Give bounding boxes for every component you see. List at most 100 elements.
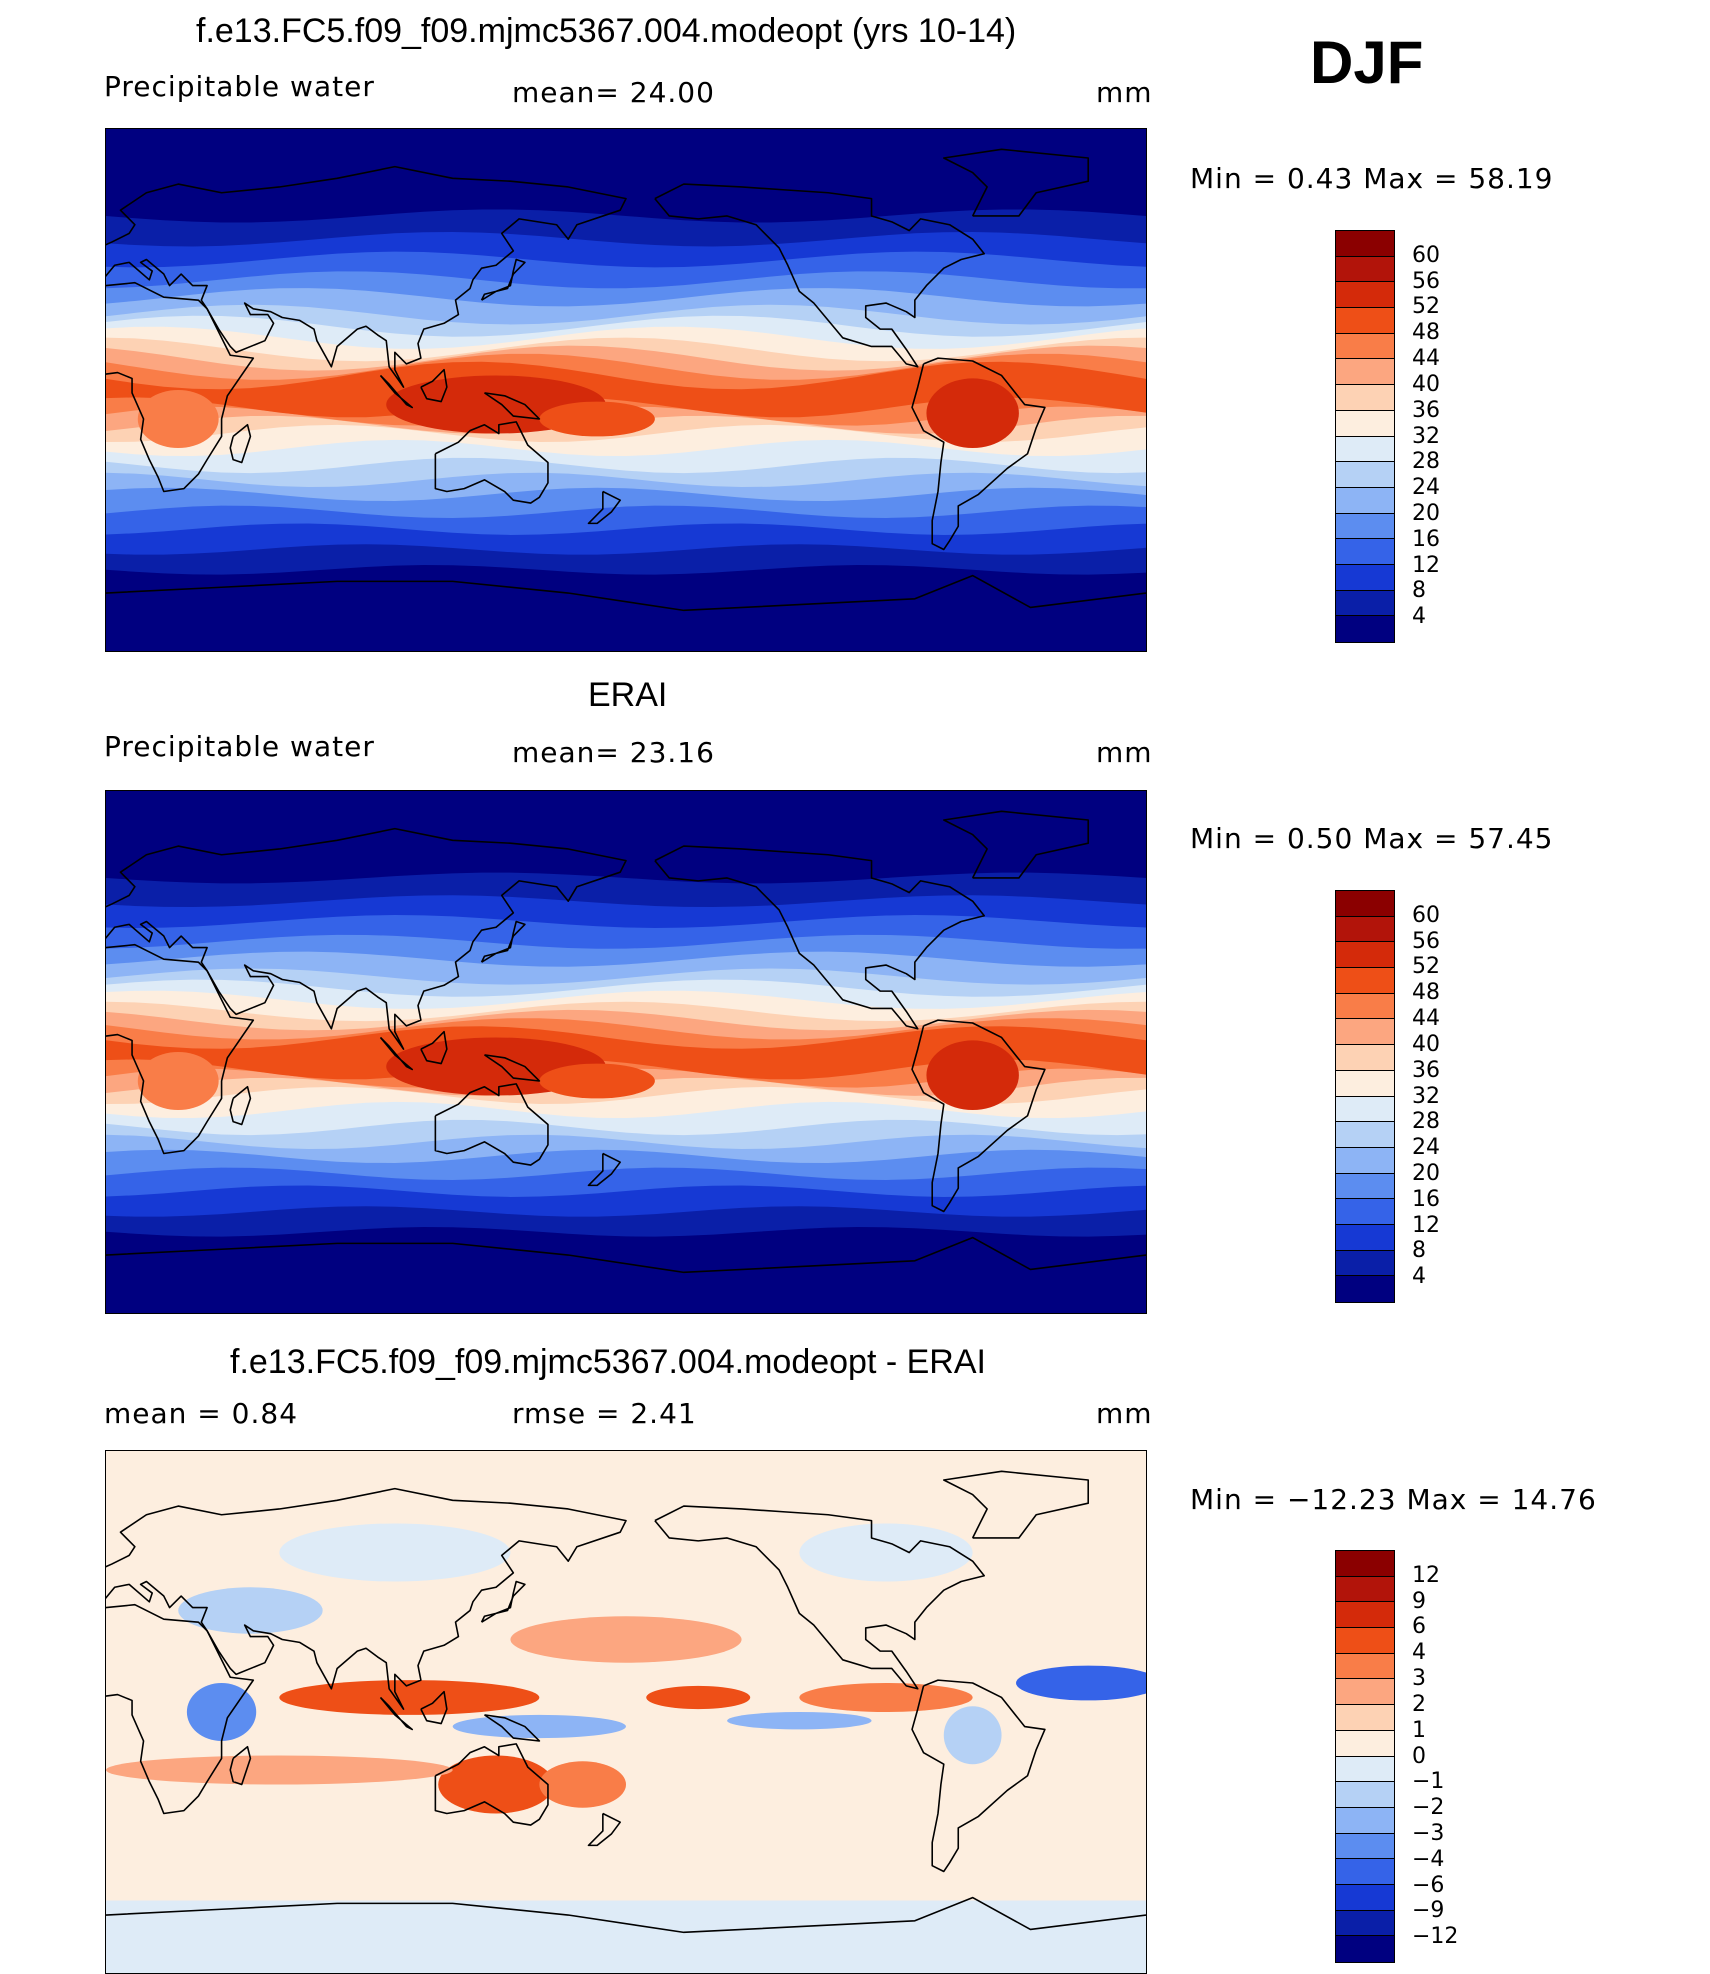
colorbar-tick-label: 36	[1412, 1057, 1440, 1083]
contour-blob	[178, 1587, 323, 1634]
panel-2-map	[105, 790, 1147, 1314]
colorbar-swatch	[1336, 1859, 1394, 1885]
colorbar-swatch	[1336, 256, 1394, 283]
colorbar-swatch	[1336, 916, 1394, 943]
panel-3-title: f.e13.FC5.f09_f09.mjmc5367.004.modeopt -…	[230, 1343, 986, 1381]
panel-2-mean-label: mean= 23.16	[512, 736, 715, 769]
colorbar-tick-label: 56	[1412, 928, 1440, 954]
colorbar-tick-label: 36	[1412, 397, 1440, 423]
colorbar-tick-label: 60	[1412, 902, 1440, 928]
contour-fill	[106, 1451, 1146, 1973]
colorbar-tick-label: 48	[1412, 320, 1440, 346]
contour-blob	[926, 378, 1019, 448]
panel-3-map	[105, 1450, 1147, 1974]
colorbar-tick-label: 40	[1412, 371, 1440, 397]
colorbar-swatch	[1336, 410, 1394, 437]
colorbar-swatch	[1336, 282, 1394, 309]
panel-1-units: mm	[1096, 76, 1153, 109]
colorbar-tick-label: 8	[1412, 578, 1426, 604]
contour-blob	[1016, 1665, 1146, 1701]
contour-fill	[106, 791, 1146, 1313]
colorbar-tick-label: 20	[1412, 1160, 1440, 1186]
colorbar-tick-label: 56	[1412, 268, 1440, 294]
contour-blob	[510, 1616, 742, 1663]
coastline	[484, 392, 541, 420]
colorbar-swatch	[1336, 1173, 1394, 1200]
panel-3-mean-label: mean = 0.84	[104, 1397, 299, 1430]
colorbar-swatch	[1336, 564, 1394, 591]
colorbar-tick-label: 20	[1412, 500, 1440, 526]
colorbar-tick-label: 32	[1412, 423, 1440, 449]
coastline	[420, 1690, 448, 1725]
coastline	[106, 943, 255, 1155]
contour-fill	[106, 129, 1146, 651]
panel-3-rmse-label: rmse = 2.41	[512, 1397, 697, 1430]
coastline	[106, 165, 627, 388]
colorbar-swatch	[1336, 1653, 1394, 1680]
coastlines	[106, 148, 1146, 612]
colorbar-tick-label: 6	[1412, 1614, 1426, 1640]
coastline	[434, 421, 549, 504]
contour-blob	[279, 1523, 511, 1582]
colorbar-tick-label: 60	[1412, 242, 1440, 268]
colorbar-swatch	[1336, 891, 1394, 917]
contour-blob	[539, 401, 655, 437]
colorbar-swatch	[1336, 359, 1394, 386]
coastline	[942, 1470, 1090, 1539]
colorbar-tick-label: 12	[1412, 1212, 1440, 1238]
colorbar-swatch	[1336, 1224, 1394, 1251]
colorbar-swatch	[1336, 539, 1394, 565]
colorbar-swatch	[1336, 1884, 1394, 1911]
colorbar-swatch	[1336, 1936, 1394, 1962]
colorbar-swatch	[1336, 308, 1394, 334]
colorbar-swatch	[1336, 1705, 1394, 1731]
contour-blob	[186, 1683, 257, 1741]
coastline	[480, 920, 526, 963]
coastline	[379, 374, 414, 409]
coastline	[379, 1036, 414, 1071]
coastline	[587, 490, 622, 525]
colorbar-tick-label: 4	[1412, 604, 1426, 630]
panel-1-minmax: Min = 0.43 Max = 58.19	[1190, 162, 1554, 195]
panel-1-title: f.e13.FC5.f09_f09.mjmc5367.004.modeopt (…	[196, 12, 1017, 50]
panel-1-map	[105, 128, 1147, 652]
colorbar-swatch	[1336, 1551, 1394, 1577]
panel-1-colorbar	[1335, 230, 1395, 643]
coastline	[420, 1030, 448, 1065]
contour-blob	[279, 1680, 540, 1715]
contour-blob	[943, 1706, 1002, 1765]
colorbar-swatch	[1336, 487, 1394, 514]
colorbar-swatch	[1336, 436, 1394, 463]
colorbar-tick-label: −3	[1412, 1820, 1445, 1846]
colorbar-swatch	[1336, 1122, 1394, 1148]
coastline	[379, 1696, 414, 1731]
colorbar-swatch	[1336, 1250, 1394, 1277]
colorbar-tick-label: 44	[1412, 1006, 1440, 1032]
contour-blob	[106, 1755, 453, 1785]
colorbar-tick-label: 32	[1412, 1083, 1440, 1109]
season-label: DJF	[1310, 29, 1424, 96]
contour-blob	[926, 1040, 1019, 1110]
colorbar-tick-label: 9	[1412, 1588, 1426, 1614]
colorbar-tick-label: −12	[1412, 1924, 1459, 1950]
coastlines	[106, 1470, 1146, 1934]
colorbar-swatch	[1336, 1679, 1394, 1706]
coastline	[484, 1714, 541, 1742]
coastline	[587, 1152, 622, 1187]
colorbar-swatch	[1336, 1019, 1394, 1046]
panel-3-minmax: Min = −12.23 Max = 14.76	[1190, 1483, 1597, 1516]
colorbar-swatch	[1336, 1096, 1394, 1123]
colorbar-tick-label: 3	[1412, 1666, 1426, 1692]
colorbar-swatch	[1336, 1807, 1394, 1834]
panel-3-map-svg	[106, 1451, 1146, 1973]
colorbar-swatch	[1336, 616, 1394, 642]
colorbar-tick-label: −6	[1412, 1872, 1445, 1898]
coastline	[480, 1580, 526, 1623]
coastline	[106, 281, 255, 493]
contour-band	[106, 1026, 1146, 1080]
colorbar-tick-label: 12	[1412, 1562, 1440, 1588]
colorbar-swatch	[1336, 1199, 1394, 1225]
panel-2-minmax: Min = 0.50 Max = 57.45	[1190, 822, 1554, 855]
colorbar-swatch	[1336, 1045, 1394, 1071]
coastline	[106, 1896, 1146, 1934]
